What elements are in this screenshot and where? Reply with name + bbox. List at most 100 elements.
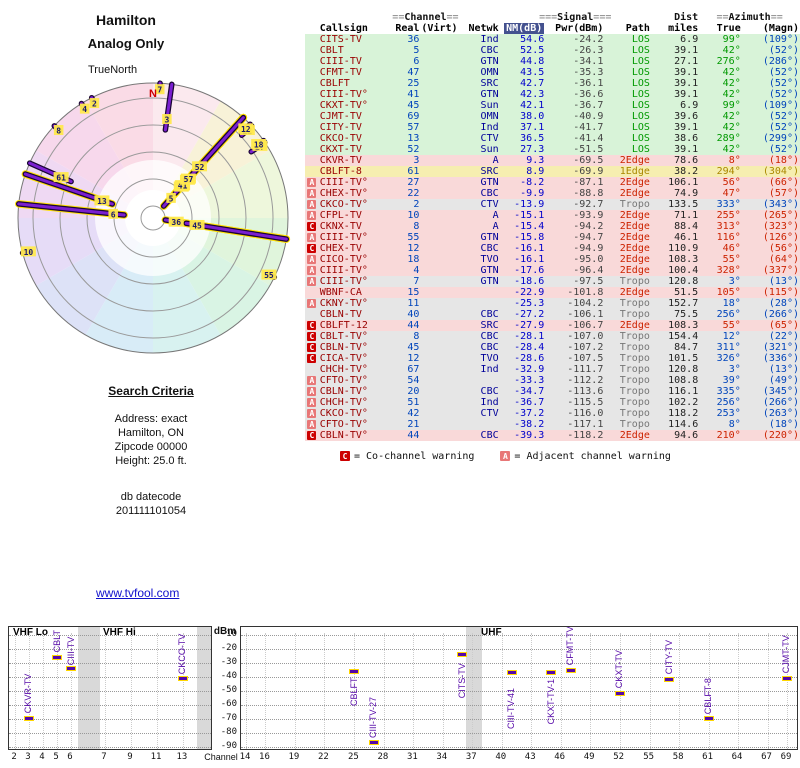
table-row: CITY-TV 57 Ind 37.1 -41.7 LOS 39.1 42° (52°) xyxy=(305,122,800,133)
signal-vs-channel-chart: dBm VHF Lo VHF Hi CKVR-TV CBLT CIII-TV CKCO-T… xyxy=(0,618,800,768)
table-row: CHCH-TV° 67 Ind -32.9 -111.7 Tropo 120.8 3° (13°… xyxy=(305,364,800,375)
co-channel-warning-tag: C xyxy=(307,321,317,330)
truenorth-label: TrueNorth xyxy=(88,64,138,76)
co-channel-warning-icon: C xyxy=(340,451,350,461)
radar-channel-label: 57 xyxy=(184,175,194,184)
station-marker xyxy=(368,740,379,746)
table-row: C CBLFT-12 44 SRC -27.9 -106.7 2Edge 108.3 55° (6… xyxy=(305,320,800,331)
band-label: UHF xyxy=(481,627,502,638)
y-tick-label: -70 xyxy=(220,713,237,723)
adjacent-channel-warning-tag: A xyxy=(307,387,317,396)
radar-channel-label: 61 xyxy=(56,174,66,183)
adjacent-channel-warning-tag: A xyxy=(307,189,317,198)
x-tick-label: 58 xyxy=(672,752,684,762)
adjacent-channel-warning-tag: A xyxy=(307,200,317,209)
table-row: A CIII-TV° 4 GTN -17.6 -96.4 2Edge 100.4 328° (33… xyxy=(305,265,800,276)
table-row: CBLFT 25 SRC 42.7 -36.1 LOS 39.1 42° (52°) xyxy=(305,78,800,89)
table-row: C CBLN-TV° 45 CBC -28.4 -107.2 Tropo 84.7 311° (3… xyxy=(305,342,800,353)
x-tick-label: 16 xyxy=(259,752,270,762)
y-tick-label: -30 xyxy=(220,657,237,667)
table-row: CKCO-TV 13 CTV 36.5 -41.4 LOS 38.6 289° (299°) xyxy=(305,133,800,144)
search-height: Height: 25.0 ft. xyxy=(115,455,187,467)
radar-channel-label: 45 xyxy=(192,221,202,230)
station-marker xyxy=(781,675,792,681)
adjacent-channel-warning-tag: A xyxy=(307,211,317,220)
radar-channel-label: 6 xyxy=(111,210,116,219)
search-zipcode: Zipcode 00000 xyxy=(114,441,188,453)
co-channel-warning-tag: C xyxy=(307,332,317,341)
table-row: CBLFT-8 61 SRC 8.9 -69.9 1Edge 38.2 294° (304°) xyxy=(305,166,800,177)
y-tick-label: -80 xyxy=(220,727,237,737)
table-row: CBLT 5 CBC 52.5 -26.3 LOS 39.1 42° (52°) xyxy=(305,45,800,56)
station-marker xyxy=(52,655,63,661)
x-tick-label: 40 xyxy=(495,752,507,762)
search-criteria-heading: Search Criteria xyxy=(108,384,194,398)
radar-channel-label: 5 xyxy=(169,194,174,203)
radar-channel-label: 52 xyxy=(195,163,205,172)
adjacent-channel-warning-tag: A xyxy=(307,299,317,308)
table-row: A CHEX-TV° 22 CBC -9.9 -88.8 2Edge 74.9 47° (57°) xyxy=(305,188,800,199)
station-marker xyxy=(457,652,468,658)
x-tick-label: 19 xyxy=(288,752,300,762)
station-label: CBLFT xyxy=(348,677,359,706)
x-tick-label: 5 xyxy=(53,752,59,762)
table-row: A CFPL-TV 10 A -15.1 -93.9 2Edge 71.1 255° (265°) xyxy=(305,210,800,221)
dbm-axis-label: dBm xyxy=(213,626,237,637)
table-column-headers: Callsign Real (Virt) Netwk NM(dB) Pwr(dBm) Pat… xyxy=(305,23,800,34)
adjacent-channel-warning-tag: A xyxy=(307,255,317,264)
x-tick-label: 31 xyxy=(406,752,418,762)
station-marker xyxy=(664,676,675,682)
table-row: CJMT-TV 69 OMN 38.0 -40.9 LOS 39.6 42° (52°) xyxy=(305,111,800,122)
x-tick-label: 43 xyxy=(524,752,536,762)
radar-channel-label: 18 xyxy=(254,141,264,150)
y-tick-label: -10 xyxy=(220,629,237,639)
x-tick-label: 67 xyxy=(761,752,772,762)
radar-channel-label: 13 xyxy=(97,197,107,206)
radar-channel-label: 2 xyxy=(92,100,97,109)
y-tick-label: -90 xyxy=(220,741,237,751)
radar-channel-label: 55 xyxy=(264,271,274,280)
signal-table: ==Channel== ===Signal=== Dist ==Azimuth== Ca… xyxy=(305,12,800,441)
adjacent-channel-warning-tag: A xyxy=(307,266,317,275)
table-row: A CFTO-TV° 21 -38.2 -117.1 Tropo 114.6 8° (18°) xyxy=(305,419,800,430)
co-channel-warning-tag: C xyxy=(307,343,317,352)
table-row: A CKNY-TV° 11 -25.3 -104.2 Tropo 152.7 18° (28°) xyxy=(305,298,800,309)
search-city: Hamilton, ON xyxy=(117,427,185,439)
radar-channel-label: 41 xyxy=(178,182,188,191)
tvfool-link[interactable]: www.tvfool.com xyxy=(96,586,180,600)
table-row: A CHCH-TV° 51 Ind -36.7 -115.5 Tropo 102.2 256°(… xyxy=(305,397,800,408)
table-row: CBLN-TV 40 CBC -27.2 -106.1 Tropo 75.5 256° (266… xyxy=(305,309,800,320)
station-marker xyxy=(703,716,714,722)
table-row: CFMT-TV 47 OMN 43.5 -35.3 LOS 39.1 42° (52°) xyxy=(305,67,800,78)
co-channel-warning-tag: C xyxy=(307,222,317,231)
table-row: A CKCO-TV° 42 CTV -37.2 -116.0 Tropo 118.2 253°(… xyxy=(305,408,800,419)
x-tick-label: 13 xyxy=(176,752,188,762)
y-tick-label: -40 xyxy=(220,671,237,681)
radar-channel-label: 7 xyxy=(157,86,162,95)
x-tick-label: 2 xyxy=(11,752,17,762)
co-channel-warning-tag: C xyxy=(307,244,317,253)
station-label: CIII-TV xyxy=(65,636,76,666)
table-row: C CBLN-TV° 44 CBC -39.3 -118.2 2Edge 94.6 210° (2… xyxy=(305,430,800,441)
x-tick-label: 55 xyxy=(643,752,655,762)
channel-axis-label: Channel xyxy=(204,752,238,762)
station-marker xyxy=(66,666,76,672)
table-row: A CIII-TV° 7 GTN -18.6 -97.5 Tropo 120.8 3° (13°) xyxy=(305,276,800,287)
station-label: CITY-TV xyxy=(663,640,674,675)
search-address: Address: exact xyxy=(114,413,188,425)
table-header-groups: ==Channel== ===Signal=== Dist ==Azimuth== xyxy=(305,12,800,23)
station-marker xyxy=(614,690,625,696)
station-label: CITS-TV xyxy=(456,663,467,699)
x-tick-label: 14 xyxy=(239,752,251,762)
radar-channel-label: 12 xyxy=(241,125,251,134)
adjacent-channel-warning-tag: A xyxy=(307,409,317,418)
station-marker xyxy=(177,676,188,682)
co-channel-warning-tag: C xyxy=(307,431,317,440)
adjacent-channel-warning-text: = Adjacent channel warning xyxy=(514,451,671,462)
x-tick-label: 6 xyxy=(67,752,73,762)
adjacent-channel-warning-tag: A xyxy=(307,376,317,385)
table-row: C CICA-TV° 12 TVO -28.6 -107.5 Tropo 101.5 326°(… xyxy=(305,353,800,364)
x-tick-label: 61 xyxy=(702,752,714,762)
table-row: CKVR-TV 3 A 9.3 -69.5 2Edge 78.6 8° (18°) xyxy=(305,155,800,166)
station-label: CKXT-TV xyxy=(614,650,625,689)
